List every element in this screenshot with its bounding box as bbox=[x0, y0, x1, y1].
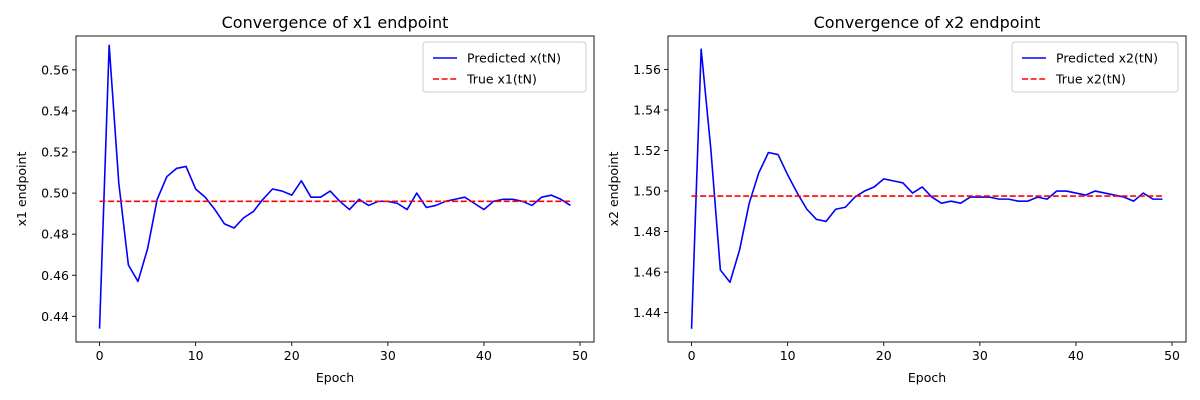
x-tick-label: 50 bbox=[572, 348, 588, 363]
y-tick-label: 0.56 bbox=[41, 62, 69, 77]
legend-box bbox=[1011, 41, 1179, 93]
legend: Predicted x(tN) True x1(tN) bbox=[422, 41, 587, 93]
y-tick-label: 1.48 bbox=[633, 224, 661, 239]
y-tick-label: 1.52 bbox=[633, 143, 661, 158]
axes-frame bbox=[667, 35, 1187, 343]
legend-label-0: Predicted x2(tN) bbox=[1056, 51, 1158, 66]
x-tick-label: 0 bbox=[688, 348, 696, 363]
y-tick-label: 1.44 bbox=[633, 305, 661, 320]
legend-box bbox=[422, 41, 587, 93]
chart-x2-endpoint: Convergence of x2 endpoint 0 10 20 30 40 50 1.4… bbox=[606, 13, 1187, 385]
chart-title: Convergence of x1 endpoint bbox=[222, 13, 449, 32]
legend-label-0: Predicted x(tN) bbox=[467, 51, 561, 66]
x-tick-label: 40 bbox=[476, 348, 492, 363]
x-tick-label: 20 bbox=[284, 348, 300, 363]
y-axis-label: x1 endpoint bbox=[14, 152, 29, 227]
x-tick-label: 30 bbox=[972, 348, 988, 363]
y-tick-label: 1.54 bbox=[633, 102, 661, 117]
series-line-0 bbox=[98, 44, 571, 329]
x-axis-label: Epoch bbox=[908, 370, 946, 385]
y-tick-label: 0.50 bbox=[41, 186, 69, 201]
x-tick-label: 10 bbox=[780, 348, 796, 363]
y-tick-label: 0.46 bbox=[41, 268, 69, 283]
y-tick-label: 0.44 bbox=[41, 309, 69, 324]
chart-x1-endpoint: Convergence of x1 endpoint 0 10 20 30 40 50 0.4… bbox=[14, 13, 595, 385]
x-tick-label: 40 bbox=[1068, 348, 1084, 363]
y-tick-label: 1.50 bbox=[633, 184, 661, 199]
y-tick-label: 0.48 bbox=[41, 227, 69, 242]
axes-frame bbox=[75, 35, 595, 343]
legend: Predicted x2(tN) True x2(tN) bbox=[1011, 41, 1179, 93]
y-tick-label: 0.52 bbox=[41, 145, 69, 160]
y-tick-label: 1.56 bbox=[633, 62, 661, 77]
legend-label-1: True x2(tN) bbox=[1055, 72, 1126, 87]
x-tick-label: 20 bbox=[876, 348, 892, 363]
y-tick-label: 0.54 bbox=[41, 103, 69, 118]
x-tick-label: 50 bbox=[1164, 348, 1180, 363]
x-tick-label: 30 bbox=[380, 348, 396, 363]
y-axis-label: x2 endpoint bbox=[606, 152, 621, 227]
x-tick-label: 0 bbox=[96, 348, 104, 363]
chart-title: Convergence of x2 endpoint bbox=[814, 13, 1041, 32]
x-tick-label: 10 bbox=[188, 348, 204, 363]
legend-label-1: True x1(tN) bbox=[466, 72, 537, 87]
y-tick-label: 1.46 bbox=[633, 265, 661, 280]
series-line-0 bbox=[690, 48, 1163, 329]
x-axis-label: Epoch bbox=[316, 370, 354, 385]
